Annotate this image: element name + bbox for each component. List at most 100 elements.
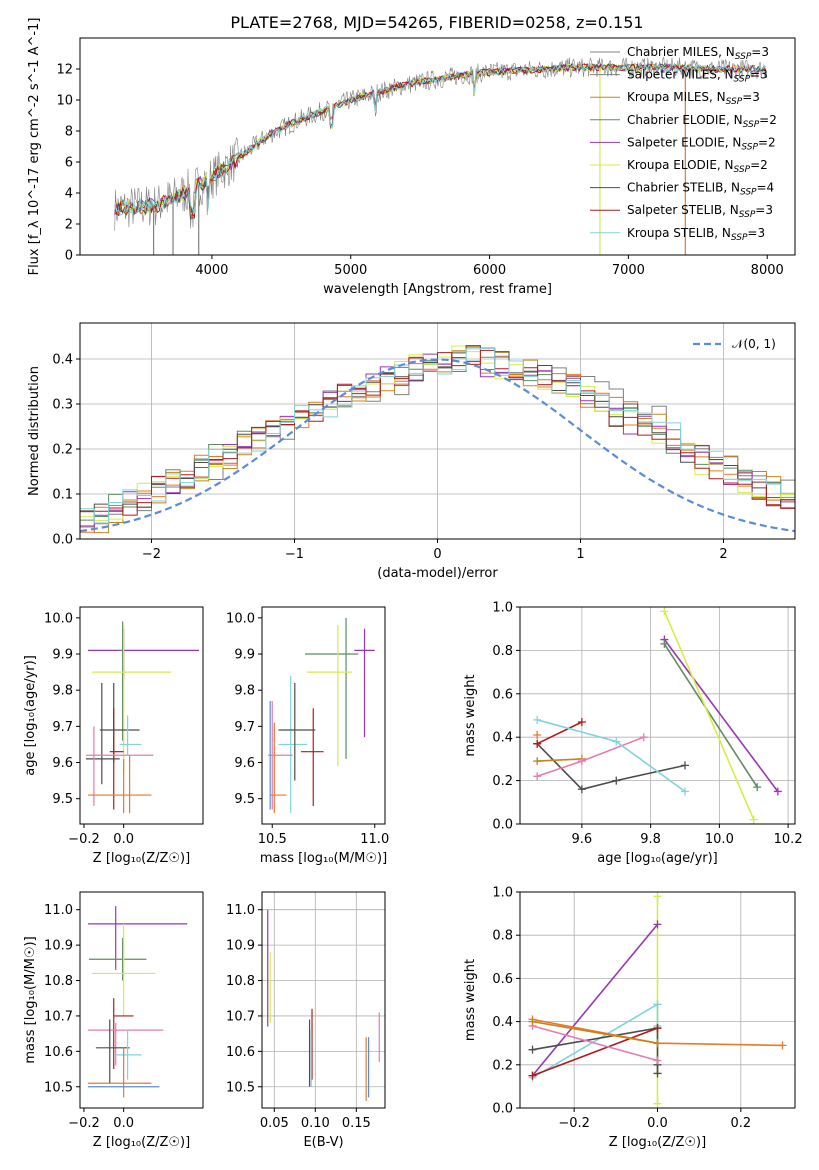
y-tick-label: 0.2 bbox=[492, 774, 513, 789]
weight-line bbox=[532, 1025, 658, 1062]
weight-line bbox=[531, 923, 659, 1077]
plot-area bbox=[80, 345, 795, 534]
x-tick-label: 0.2 bbox=[730, 1116, 751, 1131]
weight-marker bbox=[660, 607, 669, 616]
y-tick-label: 11.0 bbox=[44, 903, 73, 918]
plot-area bbox=[268, 617, 375, 814]
ticks: 0.05 0.10 0.15 10.5 10.6 10.7 10.8 10.9 11.0 bbox=[226, 903, 371, 1131]
axes-frame bbox=[519, 606, 796, 825]
y-tick-label: 0.4 bbox=[492, 731, 513, 746]
legend-entry: Kroupa MILES, NSSP=3 bbox=[627, 90, 760, 107]
axes-frame bbox=[79, 37, 796, 256]
gaussian-curve bbox=[80, 358, 795, 533]
legend-subscript: SSP bbox=[735, 52, 752, 62]
axes-frame bbox=[79, 891, 204, 1109]
y-tick-label: 0.0 bbox=[492, 1102, 513, 1117]
y-tick-label: 10.7 bbox=[226, 1009, 255, 1024]
weight-marker bbox=[660, 639, 669, 648]
x-tick-label: 11.0 bbox=[360, 832, 389, 847]
y-tick-label: 0.4 bbox=[492, 1015, 513, 1030]
x-tick-label: −0.2 bbox=[558, 1116, 590, 1131]
y-tick-label: 10 bbox=[56, 94, 73, 109]
legend-prefix: Chabrier STELIB, N bbox=[627, 181, 740, 195]
y-tick-label: 0.2 bbox=[52, 443, 73, 458]
y-axis-label: Flux [f_λ 10^-17 erg cm^-2 s^-1 A^-1] bbox=[27, 18, 42, 276]
y-tick-label: 1.0 bbox=[492, 601, 513, 616]
weight-marker bbox=[612, 737, 621, 746]
y-tick-label: 9.8 bbox=[234, 684, 255, 699]
legend-subscript: SSP bbox=[741, 142, 758, 152]
legend-prefix: Salpeter MILES, N bbox=[627, 68, 734, 82]
y-tick-label: 10.0 bbox=[44, 611, 73, 626]
x-tick-label: 2 bbox=[719, 547, 727, 562]
y-axis-label: Normed distribution bbox=[27, 366, 42, 496]
weight-marker bbox=[528, 1071, 537, 1080]
y-tick-label: 10.0 bbox=[226, 611, 255, 626]
legend-entry: Salpeter ELODIE, NSSP=2 bbox=[627, 135, 776, 152]
weight-marker bbox=[533, 739, 542, 748]
x-tick-label: 0.0 bbox=[113, 1116, 134, 1131]
y-tick-label: 9.7 bbox=[52, 720, 73, 735]
y-tick-label: 9.6 bbox=[52, 756, 73, 771]
weight-marker bbox=[653, 1099, 662, 1108]
y-tick-label: 2 bbox=[65, 218, 73, 233]
weight-marker bbox=[533, 772, 542, 781]
plot-area bbox=[528, 892, 787, 1108]
axes-frame bbox=[79, 606, 204, 825]
y-tick-label: 0.4 bbox=[52, 353, 73, 368]
x-tick-label: −0.2 bbox=[68, 832, 100, 847]
x-tick-label: 0.05 bbox=[260, 1116, 289, 1131]
mass-weight-vs-age-panel: 9.6 9.8 10.0 10.2 0.0 0.2 0.4 0.6 0.8 1.0 age [log… bbox=[463, 601, 803, 867]
legend-prefix: Kroupa STELIB, N bbox=[627, 226, 731, 240]
weight-marker bbox=[653, 892, 662, 901]
x-tick-label: 0.0 bbox=[647, 1116, 668, 1131]
weight-marker bbox=[577, 718, 586, 727]
y-tick-label: 9.9 bbox=[234, 648, 255, 663]
weight-marker bbox=[533, 715, 542, 724]
y-tick-label: 9.7 bbox=[234, 720, 255, 735]
legend-entry: Chabrier MILES, NSSP=3 bbox=[627, 45, 769, 62]
x-tick-label: 5000 bbox=[334, 263, 367, 278]
weight-line bbox=[536, 736, 644, 778]
axes-frame bbox=[261, 606, 386, 825]
y-tick-label: 11.0 bbox=[226, 903, 255, 918]
x-axis-label: E(B-V) bbox=[303, 1135, 343, 1150]
y-tick-label: 9.6 bbox=[234, 756, 255, 771]
legend-entry: Salpeter STELIB, NSSP=3 bbox=[627, 203, 773, 220]
x-tick-label: 0.0 bbox=[113, 832, 134, 847]
weight-marker bbox=[533, 731, 542, 740]
weight-line bbox=[532, 1002, 659, 1079]
x-axis-label: Z [log₁₀(Z/Z☉)] bbox=[93, 1135, 190, 1150]
x-tick-label: 10.0 bbox=[705, 832, 734, 847]
y-tick-label: 0.6 bbox=[492, 972, 513, 987]
x-tick-label: 10.2 bbox=[774, 832, 803, 847]
y-tick-label: 0.8 bbox=[492, 929, 513, 944]
weight-marker bbox=[577, 785, 586, 794]
x-axis-label: wavelength [Angstrom, rest frame] bbox=[323, 282, 552, 297]
axes-frame bbox=[261, 891, 386, 1109]
y-tick-label: 0.0 bbox=[492, 818, 513, 833]
legend-entry: Salpeter MILES, NSSP=3 bbox=[627, 68, 768, 85]
y-tick-label: 10.9 bbox=[226, 939, 255, 954]
plot-area bbox=[87, 906, 188, 1098]
x-axis-label: Z [log₁₀(Z/Z☉)] bbox=[93, 851, 190, 866]
Kroupa-STELIB-model bbox=[114, 63, 767, 216]
legend-subscript: SSP bbox=[734, 165, 751, 175]
weight-marker bbox=[753, 783, 762, 792]
legend-subscript: SSP bbox=[739, 210, 756, 220]
weight-marker bbox=[528, 1045, 537, 1054]
age-vs-metallicity-panel: −0.2 0.0 9.5 9.6 9.7 9.8 9.9 10.0 Z [log₁₀(Z/Z☉)… bbox=[23, 606, 204, 866]
x-axis-label: Z [log₁₀(Z/Z☉)] bbox=[609, 1135, 706, 1150]
y-tick-label: 9.9 bbox=[52, 648, 73, 663]
ticks: −0.2 0.0 9.5 9.6 9.7 9.8 9.9 10.0 bbox=[44, 611, 134, 847]
plot-area bbox=[85, 621, 200, 814]
legend-suffix: =3 bbox=[755, 203, 773, 217]
histogram-step-8 bbox=[80, 347, 795, 524]
ticks: 4000 5000 6000 7000 8000 0 2 4 6 8 10 12 bbox=[56, 63, 783, 279]
y-tick-label: 9.5 bbox=[234, 792, 255, 807]
legend-entry: 𝒩(0, 1) bbox=[732, 337, 776, 351]
grid-lines bbox=[520, 606, 795, 825]
residual-histogram-panel: −2 −1 0 1 2 0.0 0.1 0.2 0.3 0.4 (data-model)/error… bbox=[27, 322, 796, 581]
weight-marker bbox=[653, 1024, 662, 1033]
legend-suffix: =3 bbox=[742, 90, 760, 104]
